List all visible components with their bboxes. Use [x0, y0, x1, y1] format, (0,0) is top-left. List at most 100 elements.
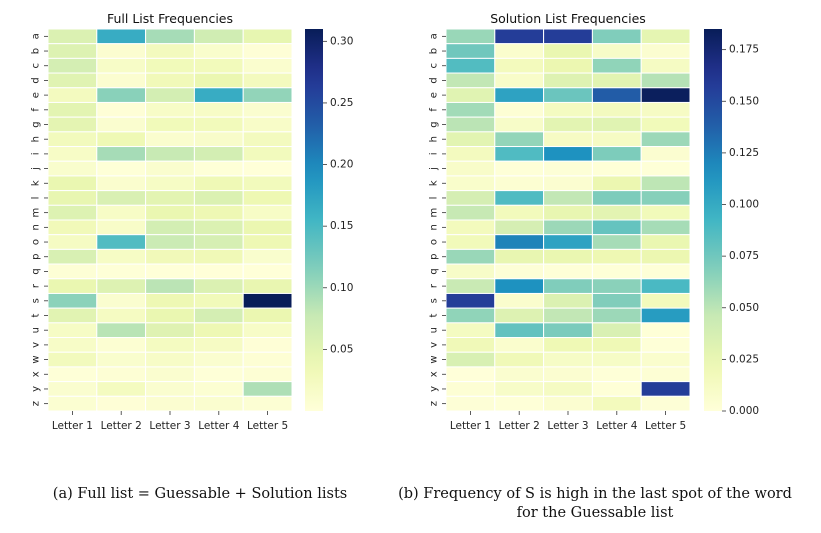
heat-cell-y-3: [543, 381, 593, 397]
heat-cell-k-4: [193, 175, 244, 192]
heat-cell-c-5: [242, 57, 293, 74]
colorbar-tick-label: 0.15: [330, 220, 353, 232]
heat-cell-s-2: [494, 292, 545, 309]
heat-cell-h-3: [543, 131, 593, 148]
heat-cell-k-2: [96, 175, 147, 192]
heat-cell-i-5: [640, 146, 691, 162]
y-tick-label-f: f: [429, 108, 440, 112]
heat-cell-l-4: [591, 190, 642, 206]
heat-cell-a-1: [47, 28, 98, 45]
heat-cell-f-4: [193, 101, 244, 118]
heat-cell-g-1: [47, 116, 98, 133]
chart-title: Solution List Frequencies: [490, 11, 646, 26]
heat-cell-m-2: [494, 204, 545, 221]
heat-cell-x-5: [242, 366, 293, 383]
heat-cell-u-1: [47, 322, 98, 339]
heat-cell-o-2: [96, 234, 147, 250]
y-tick-label-h: h: [429, 136, 440, 142]
caption-b: (b) Frequency of S is high in the last s…: [390, 485, 800, 523]
heat-cell-r-3: [145, 278, 195, 294]
y-tick-label-b: b: [31, 48, 42, 54]
heat-cell-o-2: [494, 234, 545, 250]
heat-cell-q-4: [591, 263, 642, 280]
heat-cell-m-4: [591, 204, 642, 221]
y-tick-label-o: o: [429, 239, 440, 245]
heat-cell-g-5: [640, 116, 691, 133]
y-tick-label-n: n: [31, 224, 42, 230]
heat-cell-g-3: [543, 116, 593, 133]
heat-cell-t-4: [591, 307, 642, 324]
heat-cell-r-2: [494, 278, 545, 294]
heat-cell-l-2: [96, 190, 147, 206]
heat-cell-m-3: [145, 204, 195, 221]
x-tick-label-2: Letter 2: [101, 420, 142, 432]
heat-cell-t-5: [640, 307, 691, 324]
heat-cell-m-1: [445, 204, 496, 221]
heat-cell-s-1: [47, 292, 98, 309]
heat-cell-v-4: [193, 337, 244, 353]
heat-cell-p-4: [193, 248, 244, 265]
y-tick-label-e: e: [31, 92, 42, 98]
heat-cell-s-2: [96, 292, 147, 309]
heat-cell-w-4: [591, 351, 642, 368]
heat-cell-h-4: [193, 131, 244, 148]
heat-cell-i-2: [96, 146, 147, 162]
y-tick-label-p: p: [31, 254, 42, 260]
heat-cell-z-4: [591, 395, 642, 412]
y-tick-label-l: l: [429, 197, 440, 200]
heat-cell-g-4: [591, 116, 642, 133]
heat-cell-d-3: [145, 72, 195, 89]
heat-cell-x-1: [47, 366, 98, 383]
heat-cell-e-3: [145, 87, 195, 103]
heat-cell-r-1: [445, 278, 496, 294]
y-tick-label-c: c: [31, 63, 42, 69]
y-tick-label-c: c: [429, 63, 440, 69]
heat-cell-p-3: [543, 248, 593, 265]
heat-cell-s-5: [242, 292, 293, 309]
heat-cell-t-5: [242, 307, 293, 324]
heat-cell-c-1: [47, 57, 98, 74]
heat-cell-c-4: [591, 57, 642, 74]
heat-cell-l-5: [640, 190, 691, 206]
colorbar-tick-label: 0.100: [729, 199, 759, 211]
heat-cell-b-5: [242, 43, 293, 59]
colorbar-tick-label: 0.050: [729, 302, 759, 314]
heat-cell-b-5: [640, 43, 691, 59]
heat-cell-w-4: [193, 351, 244, 368]
y-tick-label-d: d: [429, 77, 440, 83]
heat-cell-q-1: [47, 263, 98, 280]
heat-cell-z-1: [47, 395, 98, 412]
caption-b-line2: for the Guessable list: [516, 505, 674, 521]
x-tick-label-2: Letter 2: [499, 420, 540, 432]
heat-cell-g-5: [242, 116, 293, 133]
heat-cell-m-1: [47, 204, 98, 221]
heat-cell-s-3: [145, 292, 195, 309]
heat-cell-r-5: [640, 278, 691, 294]
heat-cell-d-3: [543, 72, 593, 89]
heat-cell-h-1: [445, 131, 496, 148]
heat-cell-z-5: [640, 395, 691, 412]
heat-cell-e-4: [193, 87, 244, 103]
heat-cell-j-4: [591, 160, 642, 177]
colorbar-tick-label: 0.125: [729, 147, 759, 159]
heat-cell-y-4: [193, 381, 244, 397]
y-tick-label-x: x: [31, 371, 42, 377]
heat-cell-i-1: [445, 146, 496, 162]
heat-cell-r-2: [96, 278, 147, 294]
heat-cell-x-4: [591, 366, 642, 383]
y-tick-label-z: z: [429, 401, 440, 406]
heat-cell-f-1: [445, 101, 496, 118]
heat-cell-t-1: [47, 307, 98, 324]
heat-cell-j-1: [47, 160, 98, 177]
heat-cell-k-5: [640, 175, 691, 192]
heat-cell-s-3: [543, 292, 593, 309]
heat-cell-j-5: [640, 160, 691, 177]
heat-cell-i-3: [145, 146, 195, 162]
heat-cell-f-2: [96, 101, 147, 118]
heat-cell-j-4: [193, 160, 244, 177]
y-tick-label-f: f: [31, 108, 42, 112]
heat-cell-q-5: [640, 263, 691, 280]
heat-cell-a-2: [96, 28, 147, 45]
heat-cell-k-3: [145, 175, 195, 192]
heat-cell-m-5: [640, 204, 691, 221]
